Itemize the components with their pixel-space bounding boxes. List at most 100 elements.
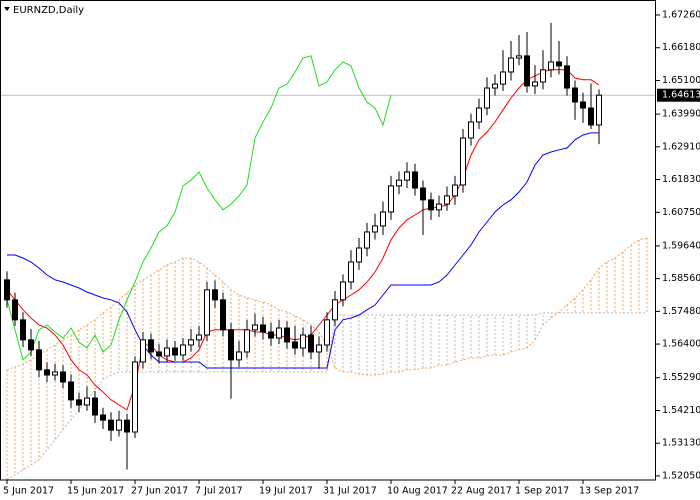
x-tick-label: 10 Aug 2017 bbox=[387, 486, 448, 497]
candle-body bbox=[580, 101, 586, 109]
candle-body bbox=[516, 55, 522, 59]
x-tick-label: 13 Sep 2017 bbox=[579, 486, 639, 497]
candle-body bbox=[324, 319, 330, 346]
y-tick-label: 1.58560 bbox=[662, 273, 700, 284]
x-tick-label: 15 Jun 2017 bbox=[67, 486, 124, 497]
candle-body bbox=[220, 299, 226, 331]
candle-body bbox=[196, 334, 202, 341]
x-tick-label: 5 Jun 2017 bbox=[3, 486, 54, 497]
candle-body bbox=[84, 397, 90, 406]
candle-body bbox=[316, 344, 322, 353]
candle-body bbox=[132, 361, 138, 433]
candle-body bbox=[356, 247, 362, 263]
candle-body bbox=[188, 339, 194, 346]
candle-body bbox=[60, 371, 66, 383]
y-tick-label: 1.55290 bbox=[662, 372, 700, 383]
candle-body bbox=[564, 65, 570, 89]
candle-body bbox=[596, 94, 602, 126]
y-tick-label: 1.59640 bbox=[662, 240, 700, 251]
candle-body bbox=[4, 279, 10, 301]
candle-body bbox=[476, 107, 482, 123]
x-tick-label: 31 Jul 2017 bbox=[323, 486, 377, 497]
candle-body bbox=[244, 329, 250, 353]
candle-body bbox=[372, 225, 378, 233]
candle-body bbox=[332, 299, 338, 321]
candle-body bbox=[468, 121, 474, 139]
candle-body bbox=[452, 184, 458, 197]
candle-body bbox=[524, 55, 530, 87]
plot-frame bbox=[0, 0, 656, 481]
candle-body bbox=[284, 327, 290, 343]
x-tick-label: 7 Jul 2017 bbox=[195, 486, 243, 497]
candle-body bbox=[100, 414, 106, 421]
candle-body bbox=[300, 334, 306, 349]
candle-body bbox=[588, 107, 594, 126]
indicator-line bbox=[7, 132, 599, 369]
candle-body bbox=[28, 339, 34, 351]
candle-body bbox=[92, 397, 98, 416]
candle-body bbox=[444, 195, 450, 205]
candle-body bbox=[404, 171, 410, 181]
y-tick-label: 1.56400 bbox=[662, 339, 700, 350]
candle-body bbox=[348, 261, 354, 283]
candle-body bbox=[460, 137, 466, 186]
candle-body bbox=[508, 57, 514, 73]
y-tick-label: 1.65100 bbox=[662, 75, 700, 86]
candle-body bbox=[548, 61, 554, 71]
y-tick-label: 1.61830 bbox=[662, 174, 700, 185]
y-tick-label: 1.62910 bbox=[662, 141, 700, 152]
candle-body bbox=[212, 289, 218, 301]
candle-body bbox=[236, 351, 242, 361]
y-tick-label: 1.66180 bbox=[662, 42, 700, 53]
candle-layer bbox=[4, 22, 602, 470]
candle-body bbox=[340, 281, 346, 301]
candle-body bbox=[260, 324, 266, 333]
candle-body bbox=[252, 324, 258, 331]
indicator-line bbox=[6, 55, 392, 361]
menu-triangle bbox=[4, 7, 10, 11]
candle-body bbox=[140, 339, 146, 363]
candle-body bbox=[388, 185, 394, 213]
y-tick-label: 1.60750 bbox=[662, 207, 700, 218]
candle-body bbox=[380, 211, 386, 227]
candle-body bbox=[556, 61, 562, 67]
x-tick-label: 27 Jun 2017 bbox=[131, 486, 188, 497]
candle-body bbox=[396, 179, 402, 187]
candle-body bbox=[436, 203, 442, 211]
candle-body bbox=[428, 199, 434, 211]
senkou-span-a bbox=[6, 237, 648, 376]
candle-body bbox=[572, 87, 578, 103]
senkou-span-b bbox=[6, 312, 647, 481]
last-price-label: 1.64613 bbox=[662, 90, 700, 101]
y-tick-label: 1.54210 bbox=[662, 405, 700, 416]
candle-body bbox=[172, 347, 178, 356]
candle-body bbox=[292, 341, 298, 349]
candle-body bbox=[44, 369, 50, 376]
candle-body bbox=[164, 347, 170, 357]
y-tick-label: 1.57480 bbox=[662, 306, 700, 317]
candle-body bbox=[420, 187, 426, 201]
x-tick-label: 1 Sep 2017 bbox=[515, 486, 569, 497]
candle-body bbox=[148, 339, 154, 353]
chart-title: EURNZD,Daily bbox=[13, 5, 84, 16]
candle-body bbox=[412, 171, 418, 189]
candle-body bbox=[228, 329, 234, 361]
candle-body bbox=[68, 381, 74, 401]
y-tick-label: 1.63990 bbox=[662, 109, 700, 120]
x-tick-label: 22 Aug 2017 bbox=[451, 486, 512, 497]
candle-body bbox=[76, 399, 82, 406]
candle-body bbox=[364, 231, 370, 249]
candle-body bbox=[492, 83, 498, 89]
candle-body bbox=[276, 327, 282, 339]
candle-body bbox=[308, 334, 314, 353]
candle-body bbox=[500, 71, 506, 85]
candle-body bbox=[156, 351, 162, 357]
last-price-box bbox=[657, 88, 700, 102]
candle-body bbox=[532, 81, 538, 87]
y-tick-label: 1.53130 bbox=[662, 438, 700, 449]
candle-body bbox=[116, 419, 122, 431]
candle-body bbox=[484, 87, 490, 109]
